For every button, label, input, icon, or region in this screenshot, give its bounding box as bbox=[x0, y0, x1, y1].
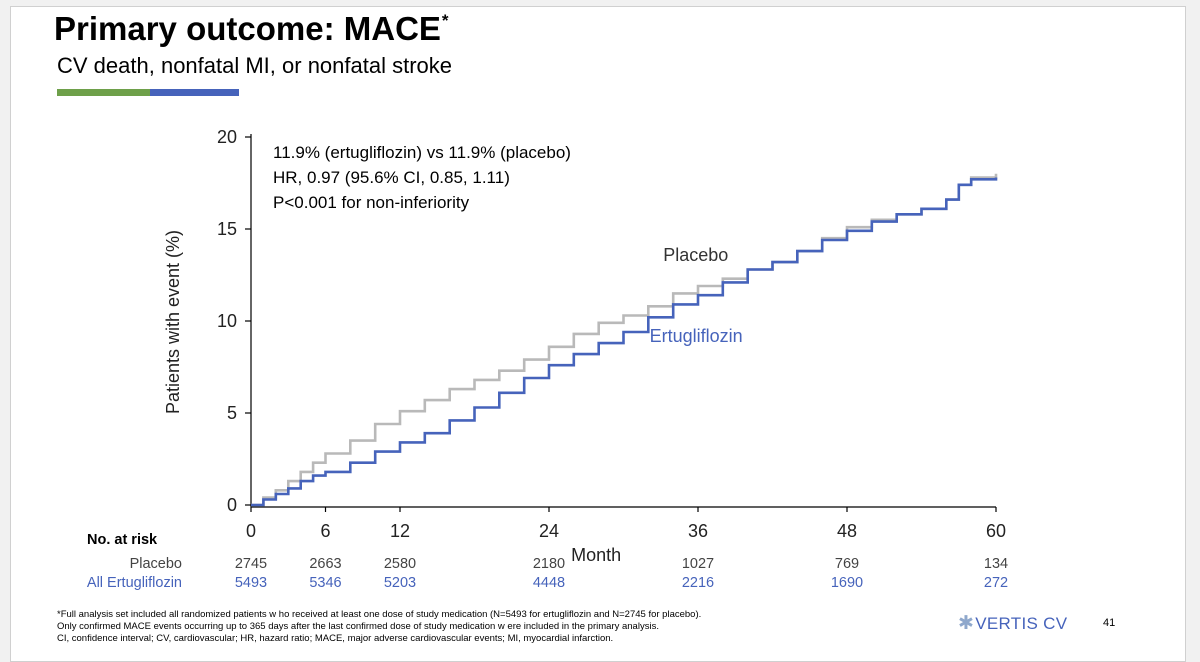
x-tick-label: 48 bbox=[837, 521, 857, 541]
footnote-2: Only confirmed MACE events occurring up … bbox=[57, 621, 659, 632]
stats-annotation-line: 11.9% (ertugliflozin) vs 11.9% (placebo) bbox=[273, 143, 571, 162]
risk-row-label-placebo: Placebo bbox=[129, 556, 182, 572]
asterisk-logo-icon: ✱ bbox=[958, 613, 975, 634]
title-footnote-mark: * bbox=[441, 11, 449, 30]
risk-cell-placebo: 2663 bbox=[309, 556, 342, 572]
footnote-3: CI, confidence interval; CV, cardiovascu… bbox=[57, 633, 614, 644]
risk-cell-ertugliflozin: 272 bbox=[983, 575, 1009, 591]
accent-bar-blue bbox=[150, 89, 239, 96]
risk-cell-ertugliflozin: 1690 bbox=[830, 575, 864, 591]
x-tick-label: 60 bbox=[986, 521, 1006, 541]
y-tick-label: 0 bbox=[227, 495, 237, 515]
risk-cell-placebo: 2180 bbox=[532, 556, 566, 572]
risk-cell-ertugliflozin: 4448 bbox=[532, 575, 566, 591]
y-tick-label: 10 bbox=[217, 311, 237, 331]
footnote-1: *Full analysis set included all randomiz… bbox=[57, 609, 702, 620]
risk-cell-ertugliflozin: 5346 bbox=[309, 575, 342, 591]
stats-annotation-line: HR, 0.97 (95.6% CI, 0.85, 1.11) bbox=[273, 168, 510, 187]
risk-cell-placebo: 2580 bbox=[383, 556, 417, 572]
logo-text: VERTIS CV bbox=[975, 614, 1068, 633]
y-tick-label: 20 bbox=[217, 127, 237, 147]
x-axis-title: Month bbox=[571, 545, 621, 565]
risk-cell-ertugliflozin: 5493 bbox=[234, 575, 268, 591]
x-tick-label: 0 bbox=[246, 521, 256, 541]
ertugliflozin-curve bbox=[251, 177, 998, 507]
vertis-cv-logo: ✱VERTIS CV bbox=[958, 612, 1067, 635]
ertugliflozin-label: Ertugliflozin bbox=[650, 326, 743, 346]
y-tick-label: 5 bbox=[227, 403, 237, 423]
slide-title: Primary outcome: MACE* bbox=[54, 10, 449, 47]
placebo-curve bbox=[251, 173, 998, 507]
x-tick-label: 36 bbox=[688, 521, 708, 541]
risk-cell-ertugliflozin: 5203 bbox=[383, 575, 417, 591]
risk-cell-placebo: 134 bbox=[983, 556, 1009, 572]
x-tick-label: 12 bbox=[390, 521, 410, 541]
stats-annotation-line: P<0.001 for non-inferiority bbox=[273, 193, 470, 212]
risk-cell-placebo: 769 bbox=[834, 556, 860, 572]
risk-cell-placebo: 1027 bbox=[681, 556, 715, 572]
x-tick-label: 24 bbox=[539, 521, 559, 541]
y-axis-title: Patients with event (%) bbox=[163, 230, 183, 414]
risk-cell-placebo: 2745 bbox=[234, 556, 268, 572]
risk-cell-ertugliflozin: 2216 bbox=[681, 575, 715, 591]
y-tick-label: 15 bbox=[217, 219, 237, 239]
slide-subtitle: CV death, nonfatal MI, or nonfatal strok… bbox=[57, 53, 453, 78]
risk-table-header: No. at risk bbox=[87, 532, 158, 548]
accent-bar-green bbox=[57, 89, 150, 96]
x-tick-label: 6 bbox=[320, 521, 330, 541]
risk-row-label-ertugliflozin: All Ertugliflozin bbox=[86, 575, 182, 591]
placebo-label: Placebo bbox=[663, 245, 728, 265]
page-number: 41 bbox=[1103, 617, 1116, 629]
